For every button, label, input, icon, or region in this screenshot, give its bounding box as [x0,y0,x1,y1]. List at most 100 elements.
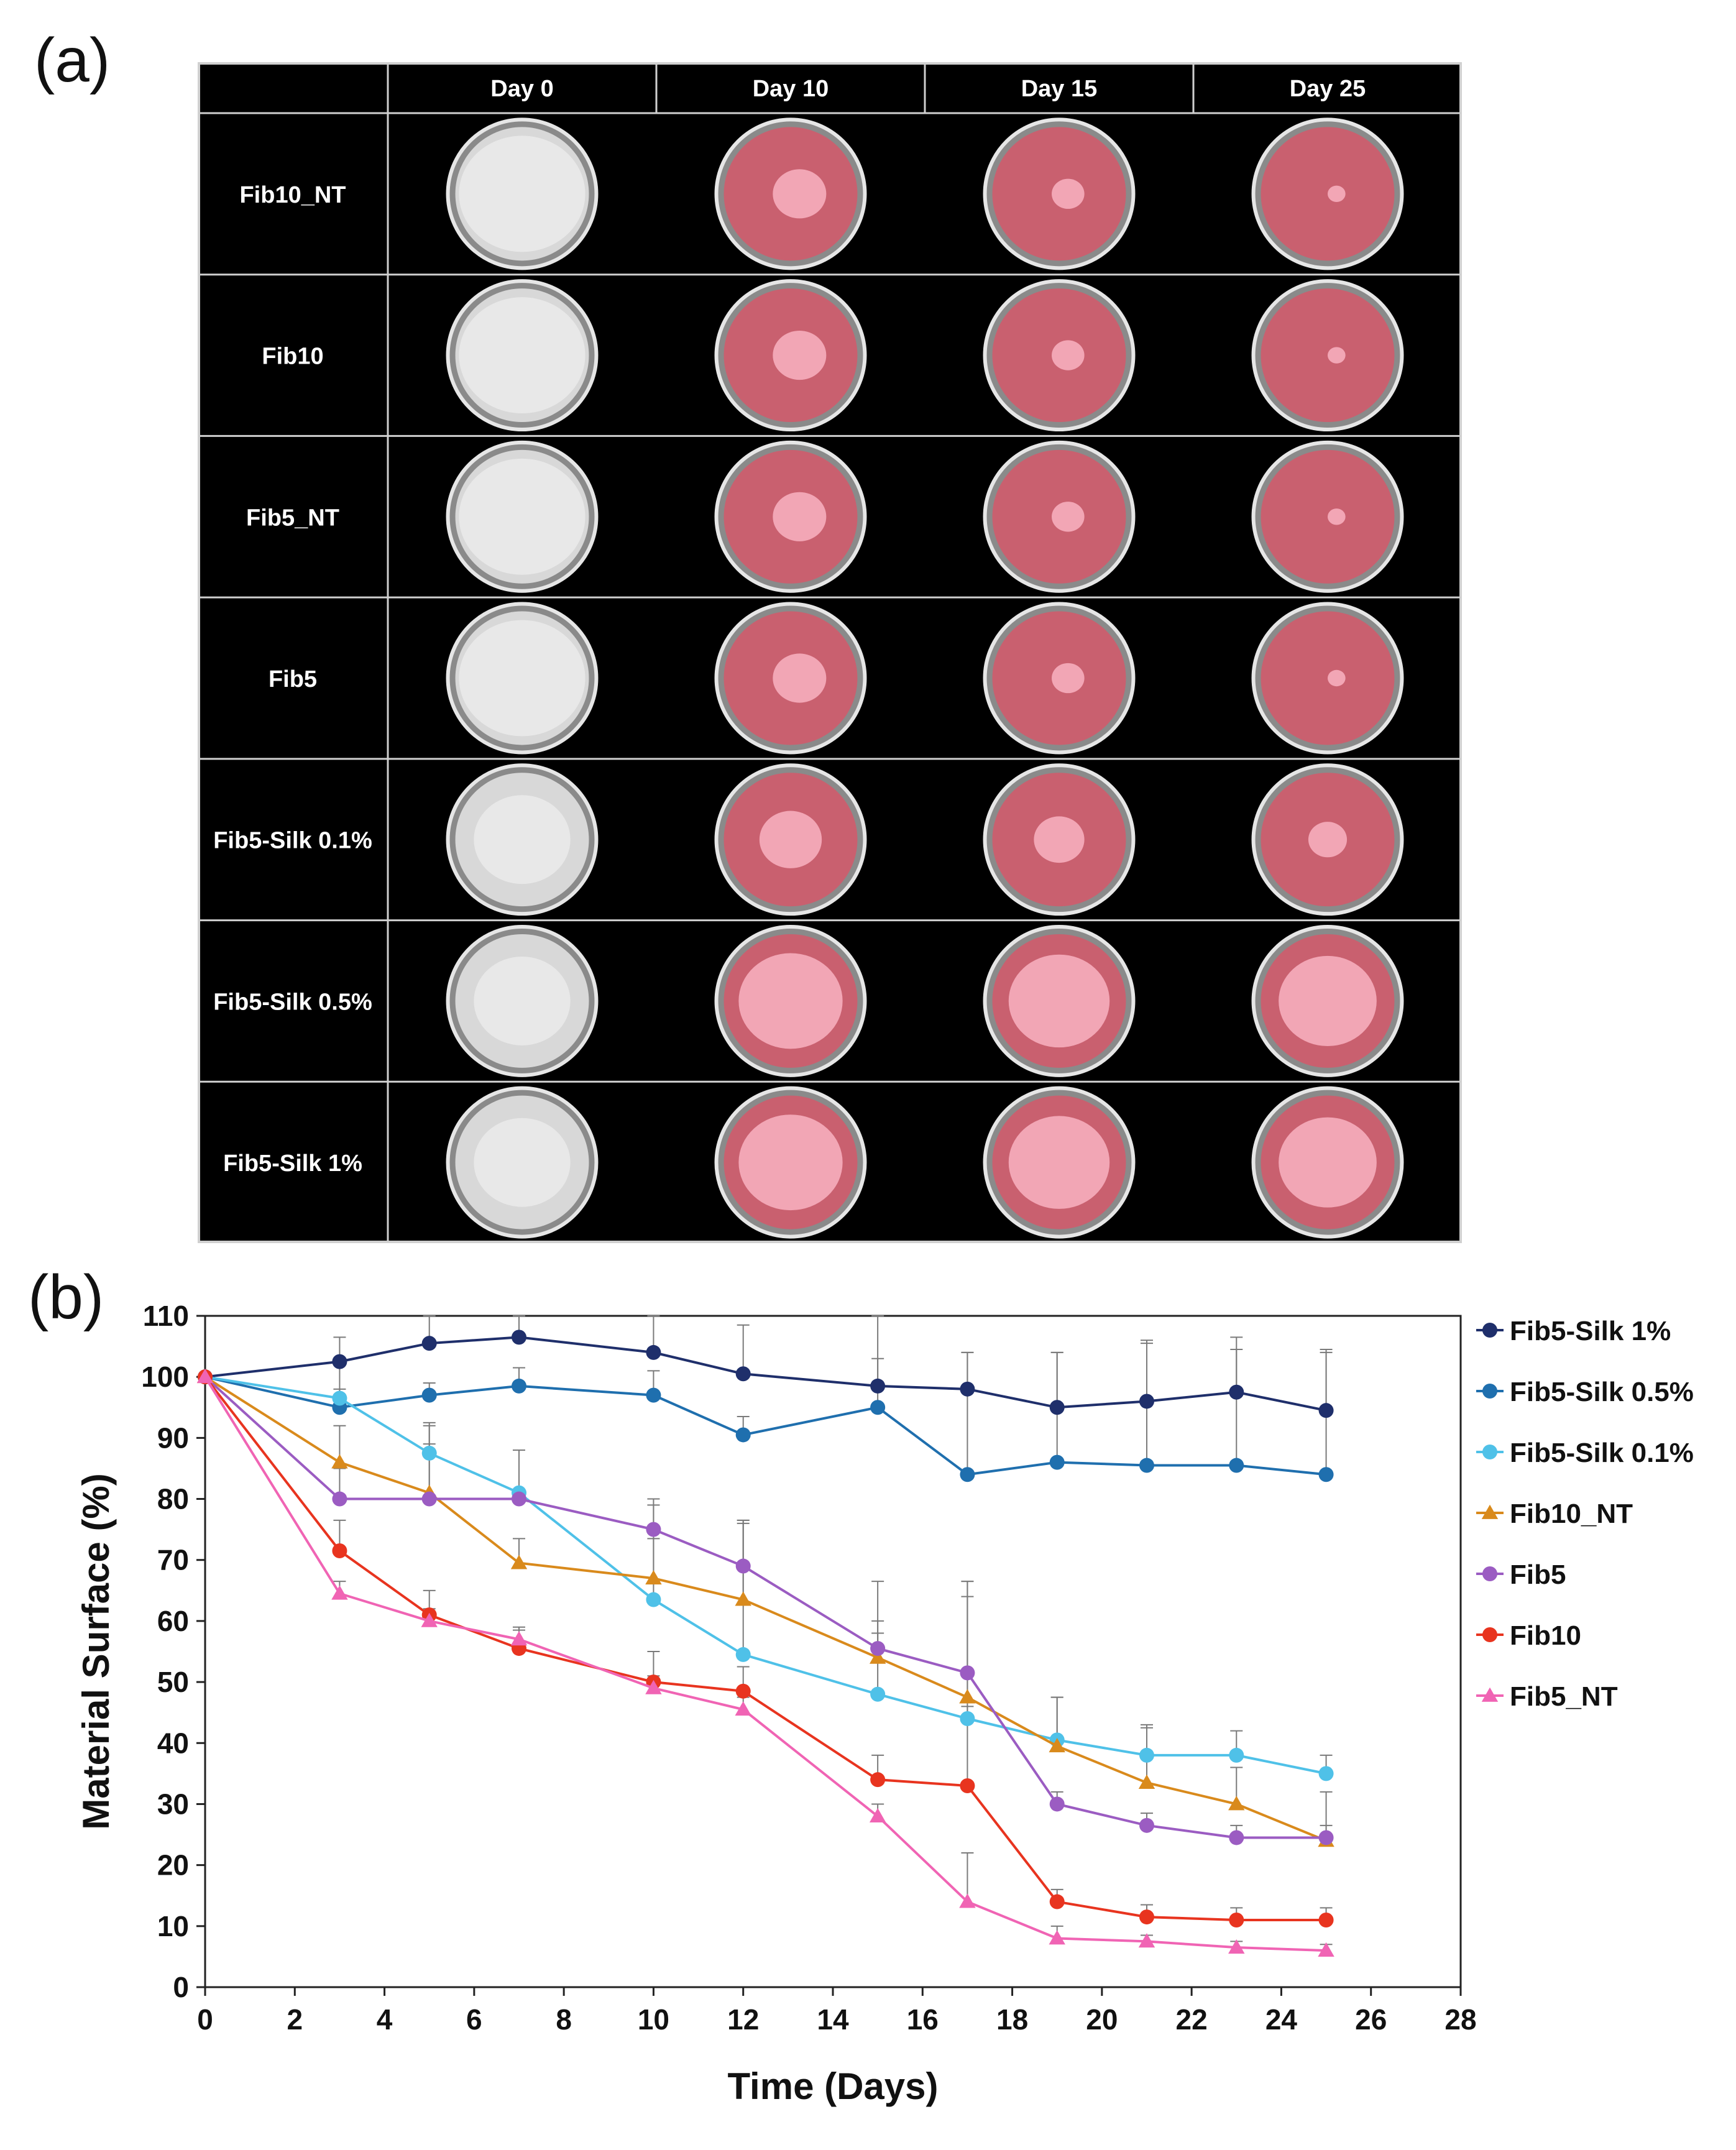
data-point [1139,1458,1154,1473]
data-point [870,1641,886,1656]
data-point [1318,1913,1334,1927]
scaffold [759,811,822,868]
series-line [204,1336,1326,1412]
legend-swatch [1482,1323,1497,1338]
y-tick-label: 0 [173,1971,189,2003]
data-point [646,1387,661,1403]
row-label: Fib5_NT [246,505,339,531]
data-point [870,1772,886,1788]
data-point [1049,1737,1065,1753]
y-tick-label: 80 [157,1483,189,1515]
data-point [332,1543,347,1558]
scaffold [1328,185,1346,203]
scaffold [1052,502,1085,532]
data-point [421,1612,438,1627]
column-header: Day 25 [1290,76,1366,102]
scaffold [1008,1116,1110,1209]
y-tick-label: 90 [157,1422,189,1454]
y-tick-label: 60 [157,1605,189,1637]
y-tick-label: 70 [157,1544,189,1576]
data-point [869,1649,886,1664]
data-point [1229,1747,1244,1763]
data-point [1318,1403,1334,1418]
series-line [204,1376,1327,1842]
scaffold [773,331,827,380]
x-tick-label: 0 [197,2003,213,2036]
data-point [869,1808,886,1822]
data-point [1138,1933,1155,1948]
scaffold [474,795,571,884]
scaffold [474,1118,571,1207]
legend-label: Fib10_NT [1510,1499,1633,1529]
y-tick-label: 20 [157,1849,189,1881]
data-point [1139,1747,1154,1763]
data-point [735,1558,751,1574]
data-point [1229,1384,1244,1400]
scaffold [459,297,586,413]
scaffold [1052,663,1085,694]
data-point [510,1631,528,1646]
y-tick-label: 50 [157,1666,189,1698]
scaffold [1052,340,1085,370]
scaffold [738,1114,843,1211]
data-point [735,1647,751,1662]
data-point [1139,1817,1154,1833]
legend-swatch [1482,1566,1497,1581]
x-tick-label: 8 [556,2003,572,2036]
data-point [421,1491,437,1507]
legend-swatch [1482,1627,1497,1642]
data-point [960,1778,975,1793]
data-point [1228,1796,1245,1811]
legend-swatch [1481,1504,1499,1519]
legend-label: Fib5-Silk 0.5% [1510,1377,1694,1407]
data-point [331,1585,348,1600]
scaffold [1052,178,1085,209]
x-tick-label: 10 [638,2003,669,2036]
data-point [960,1711,975,1726]
data-point [1049,1454,1065,1470]
data-point [421,1336,437,1351]
series-line [204,1376,1326,1839]
x-tick-label: 22 [1176,2003,1208,2036]
data-point [1228,1939,1245,1954]
data-point [331,1454,348,1469]
legend-label: Fib5_NT [1510,1681,1618,1712]
data-point [1049,1796,1065,1812]
row-label: Fib5-Silk 1% [223,1151,362,1177]
y-axis-title: Material Surface (%) [75,1473,117,1830]
data-point [1229,1830,1244,1845]
data-point [735,1701,751,1716]
x-tick-label: 28 [1444,2003,1476,2036]
scaffold [1328,347,1346,364]
scaffold [1279,955,1377,1046]
scaffold [1008,954,1110,1048]
legend-swatch [1482,1384,1497,1399]
data-point [196,1368,214,1384]
data-point [1318,1942,1334,1957]
legend-label: Fib10 [1510,1620,1581,1651]
data-point [645,1679,662,1694]
scaffold [1328,508,1346,525]
data-point [512,1378,526,1394]
data-point [646,1592,661,1607]
data-point [332,1390,347,1406]
data-point [870,1400,886,1415]
y-tick-label: 110 [143,1300,189,1332]
x-tick-label: 26 [1355,2003,1387,2036]
data-point [1049,1930,1065,1945]
data-point [959,1893,976,1908]
x-tick-label: 18 [996,2003,1028,2036]
y-tick-label: 40 [157,1727,189,1759]
scaffold [1328,669,1346,687]
panel-label-b: (b) [28,1262,104,1332]
data-point [332,1354,347,1369]
scaffold [459,458,586,575]
legend-label: Fib5-Silk 0.1% [1510,1438,1694,1468]
data-point [510,1555,528,1569]
scaffold [459,620,586,737]
row-label: Fib10_NT [239,182,346,208]
scaffold [1308,822,1348,858]
data-point [735,1366,751,1382]
scaffold [773,492,827,541]
